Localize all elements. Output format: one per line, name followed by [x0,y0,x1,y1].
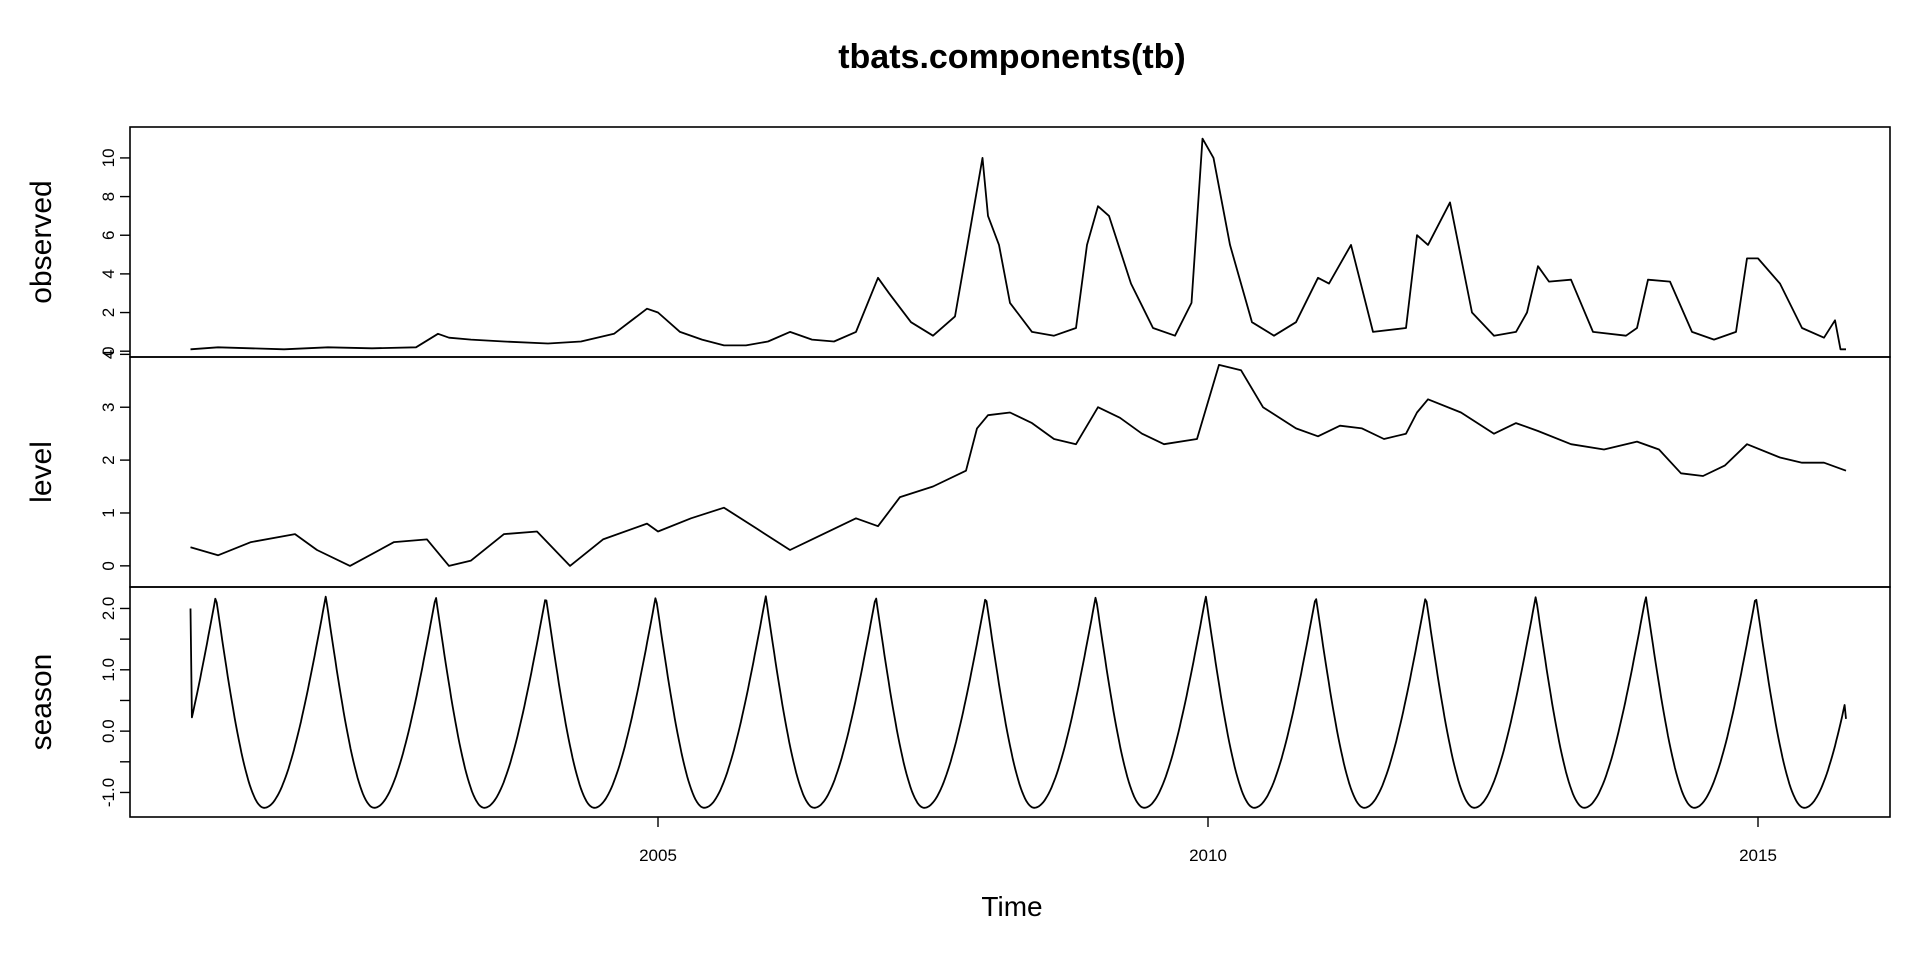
observed-series-line [190,137,1846,351]
season-y-tick-label: 1.0 [99,658,118,682]
observed-y-tick-label: 4 [99,269,118,278]
x-tick-label: 2015 [1739,846,1777,865]
level-y-tick-label: 1 [99,508,118,517]
season-y-tick-label: -1.0 [99,778,118,807]
observed-y-tick-label: 8 [99,192,118,201]
level-y-tick-label: 4 [99,350,118,359]
level-series-line [190,364,1847,567]
panel-season: season -1.0 0.0 1.0 2.0 [25,586,1891,818]
time-x-axis: 2005 2010 2015 [639,817,1777,865]
observed-y-tick-label: 10 [99,148,118,167]
x-tick-label: 2010 [1189,846,1227,865]
panel-level: level 0 1 2 3 4 [25,350,1891,588]
panel-observed-frame [129,126,1891,358]
level-y-tick-label: 0 [99,561,118,570]
season-y-tick-label: 0.0 [99,719,118,743]
level-y-tick-label: 2 [99,455,118,464]
observed-axis-label: observed [25,180,58,303]
season-axis-label: season [25,654,58,751]
level-axis-label: level [25,441,58,503]
season-series-line [189,595,1847,809]
chart-title: tbats.components(tb) [838,38,1186,76]
observed-y-tick-label: 2 [99,308,118,317]
observed-y-axis: 0 2 4 6 8 10 [99,148,130,356]
season-y-axis: -1.0 0.0 1.0 2.0 [99,597,130,807]
x-axis-label: Time [981,891,1042,922]
level-y-axis: 0 1 2 3 4 [99,350,130,571]
x-tick-label: 2005 [639,846,677,865]
panel-observed: observed 0 2 4 6 8 10 [25,126,1891,358]
season-y-tick-label: 2.0 [99,597,118,621]
observed-y-tick-label: 6 [99,231,118,240]
observed-y-tick-label: 0 [99,346,118,355]
panel-season-frame [129,586,1891,818]
level-y-tick-label: 3 [99,402,118,411]
panel-level-frame [129,356,1891,588]
